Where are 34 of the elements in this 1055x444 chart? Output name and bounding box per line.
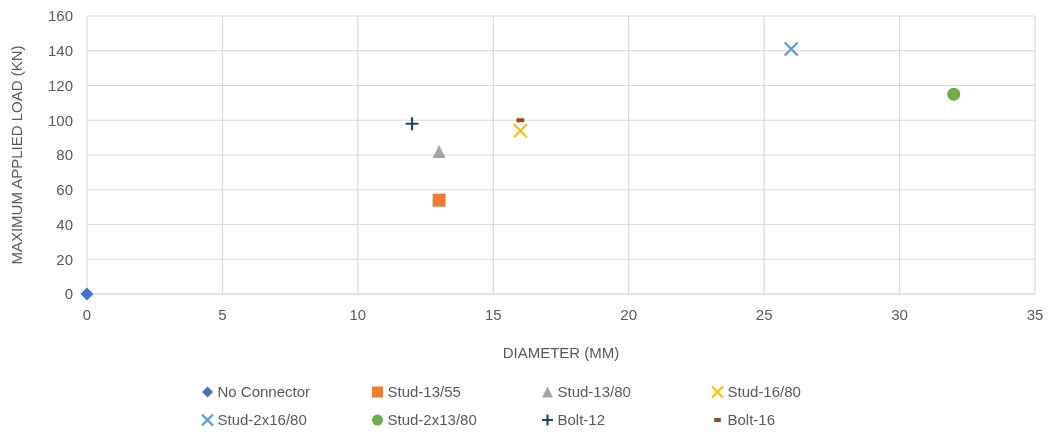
y-tick-label: 140 [47, 42, 73, 59]
legend-label: Stud-2x16/80 [217, 411, 307, 429]
y-tick-label: 20 [56, 250, 73, 268]
x-tick-label: 0 [82, 306, 92, 323]
point [80, 287, 94, 301]
x-tick-label: 35 [1026, 306, 1044, 323]
point [432, 145, 446, 159]
y-tick-label: 60 [56, 181, 73, 198]
x-tick-label: 20 [620, 306, 638, 323]
y-tick-label: 0 [64, 285, 73, 303]
y-tick-label: 40 [56, 215, 73, 233]
point [947, 87, 961, 101]
legend-label: Stud-13/80 [557, 383, 631, 401]
y-tick-label: 120 [47, 76, 73, 94]
y-tick-label: 160 [47, 7, 73, 25]
x-tick-label: 5 [218, 306, 227, 323]
x-tick-label: 30 [891, 306, 908, 323]
point [783, 41, 799, 57]
x-tick-label: 25 [755, 306, 773, 323]
legend-label: Bolt-16 [727, 411, 776, 429]
legend-label: No Connector [217, 383, 311, 401]
x-tick-label: 15 [484, 306, 502, 323]
legend-label: Stud-13/55 [387, 383, 461, 401]
legend-label: Bolt-12 [557, 411, 606, 429]
y-tick-label: 80 [56, 146, 73, 164]
x-axis-title: DIAMETER (MM) [502, 344, 620, 361]
point [404, 116, 420, 132]
x-tick-label: 10 [349, 306, 367, 323]
y-axis-title: MAXIMUM APPLIED LOAD (KN) [8, 45, 25, 265]
legend-label: Stud-2x13/80 [387, 411, 477, 429]
point [512, 123, 528, 139]
legend-label: Stud-16/80 [727, 383, 801, 401]
point [432, 193, 446, 207]
y-tick-label: 100 [47, 111, 73, 129]
